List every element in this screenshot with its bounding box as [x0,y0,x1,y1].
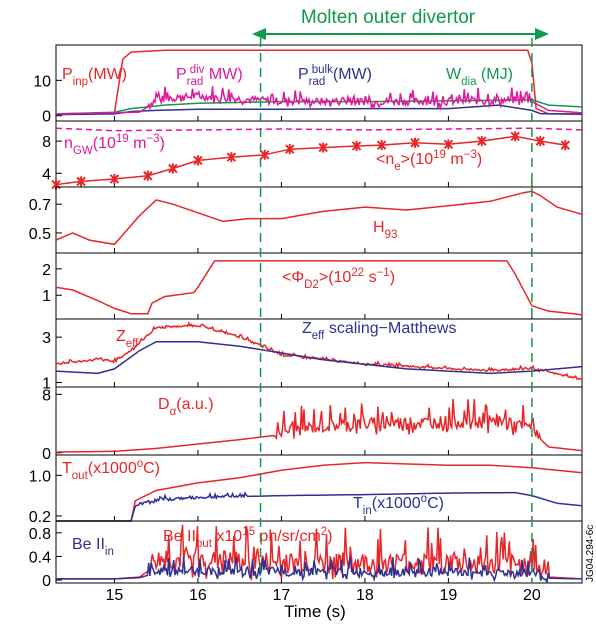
y-tick-label: 0.4 [29,549,51,566]
x-tick-label: 19 [440,587,458,604]
y-tick-label: 0 [42,573,51,590]
banner: Molten outer divertor [252,7,549,40]
x-tick-label: 16 [189,587,207,604]
panel-4: 2 1 <ΦD2>(1022 s−1) [42,252,583,320]
y-tick-label: 0 [42,446,51,463]
y-tick-label: 0 [42,109,51,126]
series-line [55,340,583,375]
y-tick-label: 4 [42,166,51,183]
banner-arrow-left-head [252,28,266,40]
series-label: <ne>(1019 m−3) [376,149,482,173]
panel-1: 10 0 Pinp(MW) Praddiv MW) Pradbulk(MW) Wdia (… [33,44,583,126]
data-point [193,155,203,166]
data-point [510,131,520,142]
data-point [410,137,420,148]
banner-arrow-right-head [535,28,549,40]
series-label: Be IIin [72,536,114,558]
series-line [56,461,583,522]
data-point [109,173,120,184]
data-point [168,163,178,174]
data-point [376,140,387,151]
panel-2: 8 4 nGW(1019 m−3) <ne>(1019 m−3) [42,120,583,190]
data-point [443,139,454,150]
y-tick-label: 1 [42,288,51,305]
series-label: <ΦD2>(1022 s−1) [282,267,395,291]
vertical-marker-lines [259,38,533,583]
y-tick-label: 0.5 [29,226,51,243]
series-line [55,104,583,116]
x-tick-label: 18 [356,587,374,604]
y-tick-label: 0.2 [29,509,51,526]
panel-frame [55,252,583,320]
data-point [560,140,571,151]
data-point [318,142,328,153]
y-tick-label: 8 [42,387,51,404]
series-line [56,524,583,581]
data-point [76,176,86,187]
series-line [56,398,583,453]
data-point [143,170,153,181]
data-point [226,152,237,163]
panel-6: 8 0 Dα(a.u.) [42,386,583,463]
data-point [351,140,362,151]
series-label: Tin(x1000oC) [353,493,444,517]
series-label: Be IIout x1015 ph/sr/cm2) [163,526,333,550]
series-label: Zeff [116,328,139,350]
panel-frame [55,520,583,584]
series-label: H93 [373,219,397,241]
y-tick-label: 2 [42,262,51,279]
series-label: Dα(a.u.) [158,396,214,418]
series-line [55,190,583,246]
panel-3: 0.7 0.5 H93 [29,186,583,254]
series-line [55,127,583,132]
series-line [56,491,583,522]
series-label: Pinp(MW) [62,66,127,88]
figure-code: JG04.294-6c [585,525,596,582]
series-label: Zeff scaling−Matthews [302,320,456,342]
series-label: Tout(x1000oC) [62,458,160,482]
series-line [55,135,566,186]
y-tick-label: 8 [42,134,51,151]
panel-7: 1.0 0.2 Tout(x1000oC) Tin(x1000oC) [29,454,583,526]
series-label: Wdia (MJ) [446,66,513,88]
y-tick-label: 1 [42,375,51,392]
banner-text: Molten outer divertor [301,7,476,28]
x-axis: 15 16 17 18 19 20 [106,587,541,604]
data-point [477,136,487,147]
y-tick-label: 0.7 [29,197,51,214]
series-line [56,86,583,115]
x-axis-label: Time (s) [284,602,346,621]
y-tick-label: 0.8 [29,526,51,543]
y-tick-label: 3 [42,330,51,347]
series-line [56,556,583,584]
data-point [285,144,295,155]
y-tick-label: 10 [33,73,51,90]
panel-8: 0.8 0.4 0 Be IIin Be IIout x1015 ph/sr/cm2) [29,520,583,590]
data-point [260,149,270,160]
data-point [535,136,545,147]
series-label: Praddiv MW) [176,64,243,88]
series-label: nGW(1019 m−3) [64,133,165,157]
x-tick-label: 20 [523,587,541,604]
x-tick-label: 17 [273,587,291,604]
series-label: Pradbulk(MW) [298,64,372,88]
series-line [55,260,583,316]
y-tick-label: 1.0 [29,468,51,485]
panel-5: 3 1 Zeff Zeff scaling−Matthews [42,318,583,392]
x-tick-label: 15 [106,587,124,604]
